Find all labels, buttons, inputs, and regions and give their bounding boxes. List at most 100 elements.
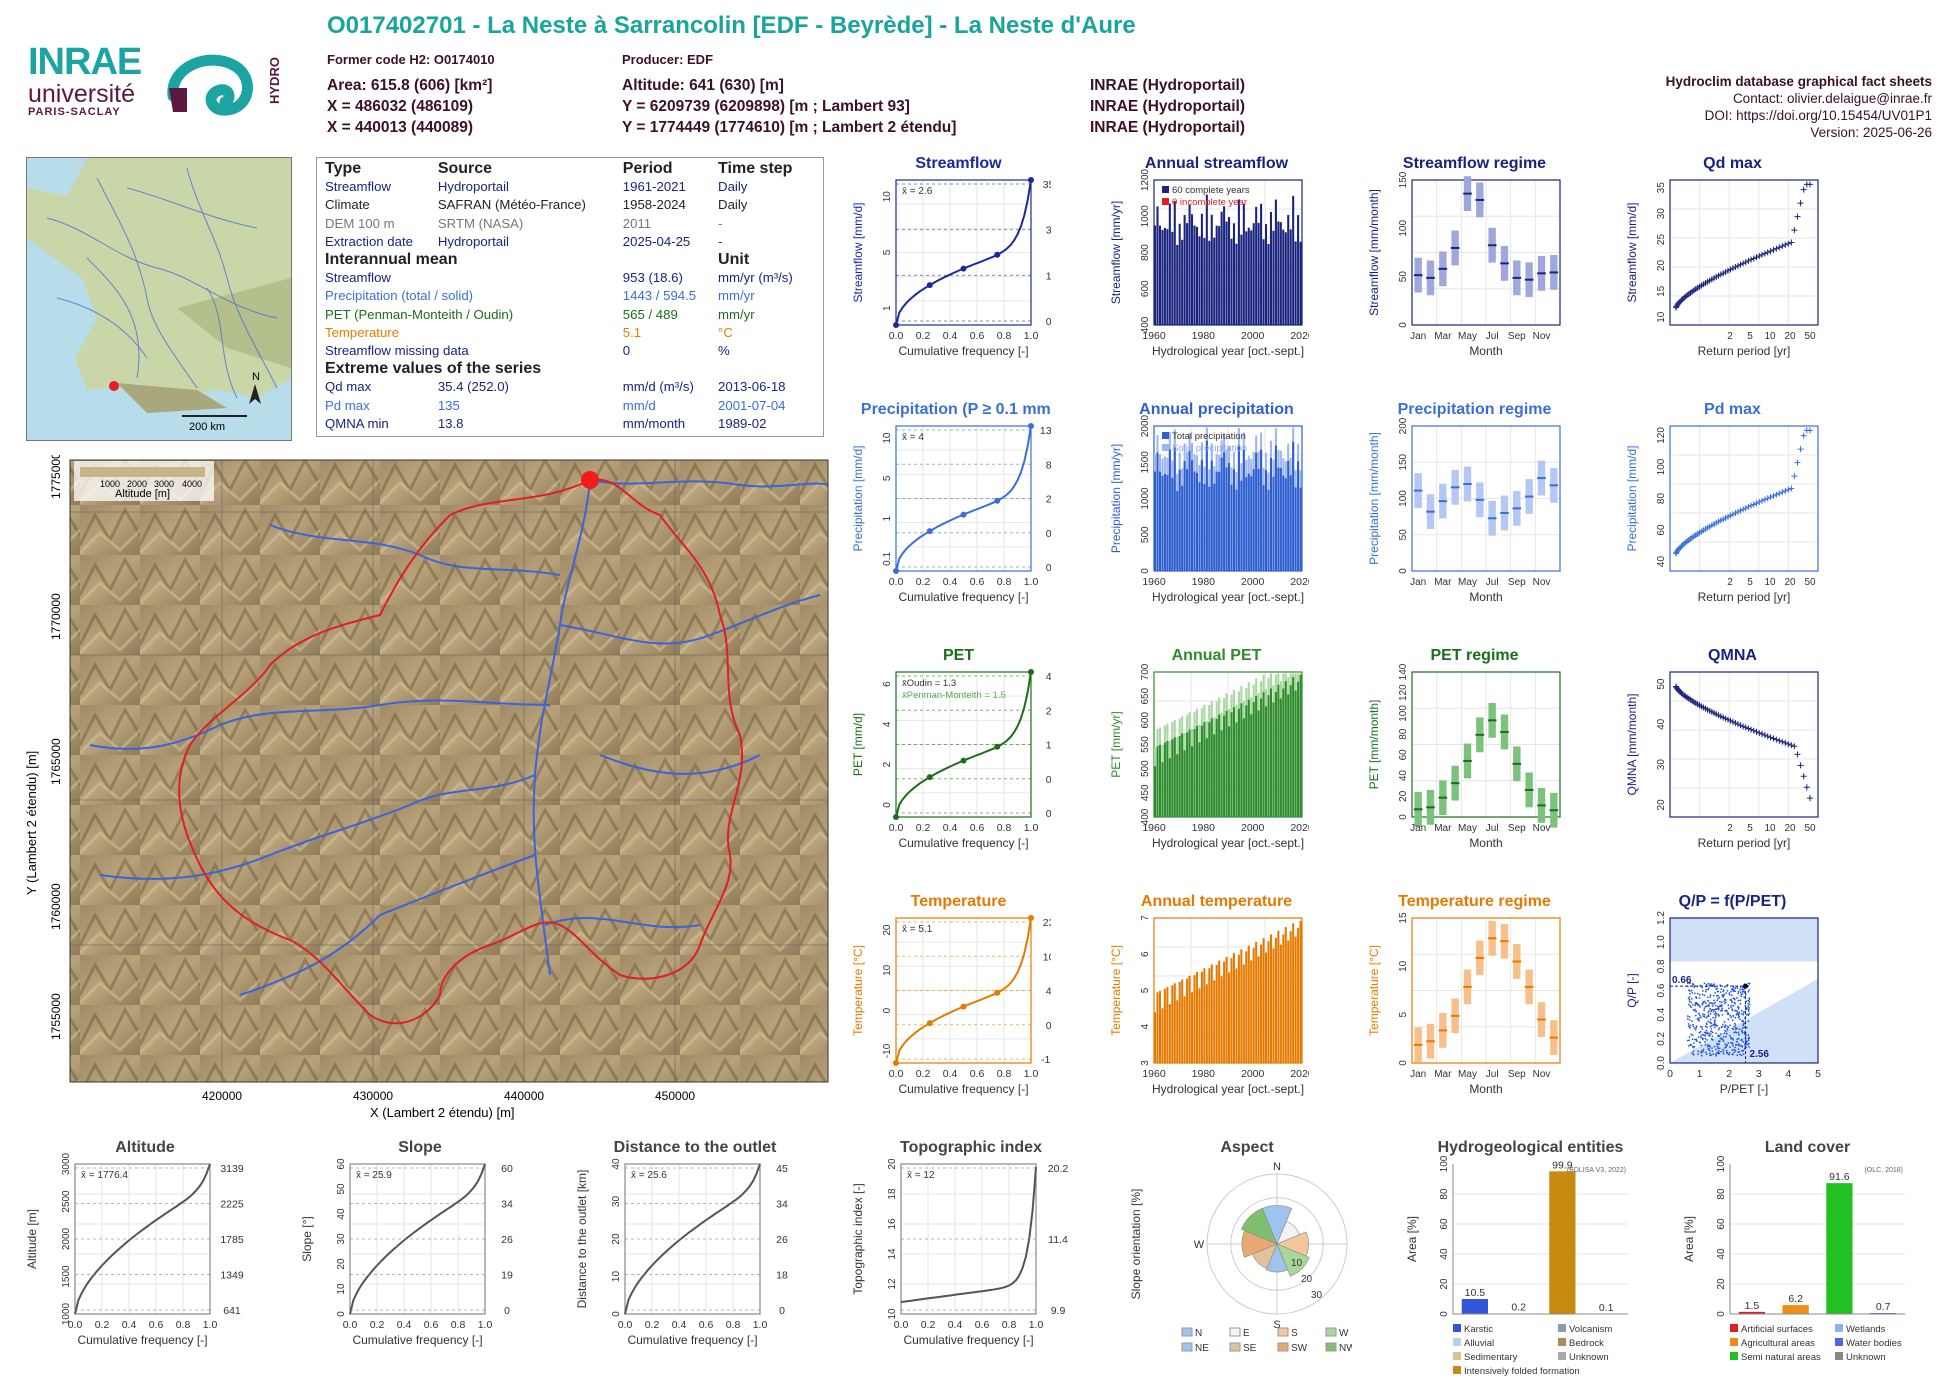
qp-point (1714, 1022, 1716, 1024)
panel-title: QMNA (1708, 647, 1757, 664)
ia-value: 0 (623, 342, 718, 360)
x-axis-label: Cumulative frequency [-] (352, 1333, 482, 1347)
qp-point (1691, 1020, 1693, 1022)
qp-point (1717, 995, 1719, 997)
return-point (1791, 473, 1797, 479)
y-tick: 60 (1656, 524, 1667, 536)
qp-point (1725, 1036, 1727, 1038)
qp-point (1723, 1036, 1725, 1038)
return-point (1770, 735, 1776, 741)
y-tick: 20 (1398, 790, 1409, 802)
legend-label: NE (1195, 1343, 1209, 1354)
quantile-label: 9.9 (1051, 1305, 1066, 1317)
quantile-point (1028, 915, 1034, 921)
qp-point (1707, 1046, 1709, 1048)
quantile-label: 2.2 (1046, 705, 1051, 717)
qp-point (1732, 1045, 1734, 1047)
legend-label: N (1195, 1328, 1202, 1339)
y-tick: 1500 (61, 1265, 72, 1288)
qp-point (1697, 993, 1699, 995)
legend-swatch (1730, 1338, 1738, 1346)
annual-bar (1191, 746, 1193, 817)
panel-title: Streamflow (915, 155, 1002, 172)
db-title: Hydroclim database graphical fact sheets (1666, 73, 1932, 90)
doi-link[interactable]: DOI: https://doi.org/10.15454/UV01P1 (1666, 107, 1932, 124)
annual-bar (1230, 239, 1232, 325)
legend-swatch (1558, 1338, 1566, 1346)
x-tick: 5 (1747, 577, 1753, 588)
bar (1462, 1299, 1488, 1314)
annual-bar (1282, 934, 1284, 1063)
quantile-label: 1.0 (1046, 740, 1051, 752)
annual-bar (1233, 707, 1235, 817)
bar-value: 91.6 (1829, 1171, 1850, 1183)
legend-swatch (1453, 1352, 1461, 1360)
x-tick: 0.0 (889, 1068, 904, 1080)
annual-bar (1270, 458, 1272, 571)
annual-bar (1277, 685, 1279, 817)
annual-bar (1198, 988, 1200, 1063)
quantile-label: 3.1 (1046, 225, 1051, 237)
ex-date: 2001-07-04 (718, 397, 815, 415)
row-step: - (718, 233, 815, 251)
annual-bar (1275, 938, 1277, 1063)
quantile-point (961, 266, 967, 272)
x-tick: 0.6 (975, 1319, 990, 1331)
qp-point (1738, 1008, 1740, 1010)
panel-title: Altitude (115, 1139, 175, 1156)
return-point (1773, 492, 1779, 498)
annual-bar (1213, 980, 1215, 1063)
x-tick: May (1458, 823, 1477, 834)
y-tick: 80 (1716, 1188, 1727, 1200)
annual-bar (1169, 204, 1171, 325)
annual-bar (1272, 702, 1274, 817)
qp-point (1699, 1041, 1701, 1043)
annual-bar (1275, 200, 1277, 325)
annual-bar (1211, 461, 1213, 571)
svg-text:N: N (252, 371, 260, 383)
y-tick: 30 (611, 1196, 622, 1208)
ia-unit: mm/yr (718, 287, 815, 305)
y-tick: 650 (1140, 687, 1151, 704)
qp-point (1706, 1053, 1708, 1055)
panel-title: Precipitation (P ≥ 0.1 mm) (861, 401, 1051, 418)
col-type: Type (325, 160, 438, 178)
return-point (1756, 730, 1762, 736)
legend-swatch (1453, 1338, 1461, 1346)
x-tick: 0.2 (645, 1319, 660, 1331)
annual-bar (1218, 715, 1220, 817)
panel-title: Temperature regime (1398, 893, 1551, 910)
ia-unit: mm/yr (m³/s) (718, 269, 815, 287)
qp-point (1713, 983, 1715, 985)
annual-bar (1196, 227, 1198, 325)
qp-point (1713, 1000, 1715, 1002)
qp-point (1708, 1014, 1710, 1016)
qp-point (1741, 1031, 1743, 1033)
ia-value: 1443 / 594.5 (623, 287, 718, 305)
annual-bar (1297, 682, 1299, 817)
qp-point (1688, 1039, 1690, 1041)
qp-point (1716, 1043, 1718, 1045)
ex-label: Pd max (325, 397, 438, 415)
qp-point (1698, 1020, 1700, 1022)
return-point (1748, 727, 1754, 733)
qp-point (1729, 1024, 1731, 1026)
return-point (1801, 433, 1807, 439)
qp-point (1702, 1013, 1704, 1015)
qp-point (1689, 993, 1691, 995)
qp-point (1716, 988, 1718, 990)
qp-point (1738, 1000, 1740, 1002)
mean-label: x̄Oudin = 1.3 (902, 678, 956, 689)
annual-bar (1255, 696, 1257, 817)
annual-bar (1216, 965, 1218, 1063)
qp-point (1734, 987, 1736, 989)
legend-label: 0 incomplete year (1172, 197, 1247, 208)
panel-title: Q/P = f(P/PET) (1679, 893, 1787, 910)
y-tick: 20 (887, 1158, 898, 1170)
x-axis-label: Hydrological year [oct.-sept.] (1152, 836, 1304, 850)
legend-swatch (1326, 1328, 1336, 1336)
qp-point (1717, 1005, 1719, 1007)
